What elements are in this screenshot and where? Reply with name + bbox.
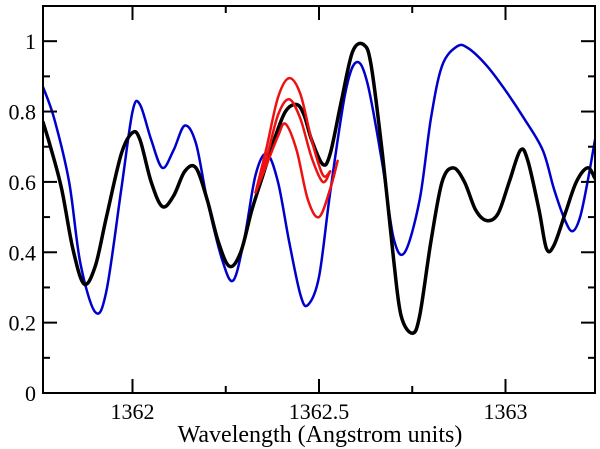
y-tick-label: 1 [25, 29, 36, 54]
y-tick-label: 0.2 [9, 311, 37, 336]
series-line-red-model-2 [254, 97, 332, 194]
y-tick-label: 0.6 [9, 170, 37, 195]
series-line-blue-model [43, 43, 595, 315]
series-line-red-model-3 [254, 122, 339, 219]
x-tick-label: 1362 [111, 399, 155, 424]
y-tick-label: 0.4 [9, 240, 37, 265]
x-axis-label: Wavelength (Angstrom units) [178, 422, 463, 448]
series-layer [43, 41, 595, 335]
x-tick-label: 1362.5 [289, 399, 350, 424]
x-tick-label: 1363 [483, 399, 527, 424]
y-tick-label: 0.8 [9, 100, 37, 125]
y-tick-label: 0 [25, 381, 36, 406]
axis-ticks [43, 6, 595, 394]
plot-frame [42, 5, 596, 394]
tick-labels: 1362 1362.5 1363 0 0.2 0.4 0.6 0.8 1 [9, 29, 528, 424]
series-line-black-observed [43, 41, 595, 335]
series-line-red-model-1 [254, 76, 332, 194]
